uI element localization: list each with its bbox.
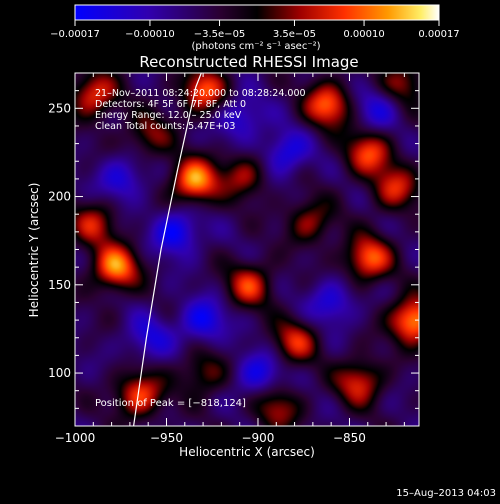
peak-position-label: Position of Peak = [−818,124] (95, 398, 246, 409)
colorbar: −0.00017 −0.00010 −3.5e−05 3.5e−05 0.00010 0.… (50, 4, 460, 52)
y-tick-label: 250 (48, 101, 71, 115)
y-tick-label: 150 (48, 278, 71, 292)
colorbar-gradient (74, 4, 440, 21)
solar-limb-curve (133, 72, 202, 427)
x-tick-label: −850 (333, 431, 366, 445)
info-annotation-line: 21–Nov–2011 08:24:20.000 to 08:28:24.000 (95, 88, 306, 99)
colorbar-tick-label: 0.00010 (343, 29, 384, 40)
heatmap-canvas (75, 73, 419, 426)
colorbar-tick-label: 3.5e−05 (273, 29, 316, 40)
info-annotation-line: Detectors: 4F 5F 6F 7F 8F, Att 0 (95, 99, 246, 110)
info-annotation-line: Energy Range: 12.0 – 25.0 keV (95, 110, 242, 121)
x-tick-label: −900 (241, 431, 274, 445)
chart-title: Reconstructed RHESSI Image (139, 53, 358, 71)
info-annotations: 21–Nov–2011 08:24:20.000 to 08:28:24.000… (95, 88, 306, 132)
x-axis-label: Heliocentric X (arcsec) (179, 445, 315, 459)
info-annotation-line: Clean Total counts: 5.47E+03 (95, 121, 235, 132)
x-tick-label: −1000 (55, 431, 96, 445)
heatmap-image (75, 73, 419, 426)
y-axis-ticks: 100 150 200 250 (48, 90, 419, 409)
colorbar-tick-label: 0.00017 (418, 29, 459, 40)
plot-area: −1000 −950 −900 −850 100 150 200 250 (48, 72, 420, 445)
x-axis-ticks: −1000 −950 −900 −850 (55, 73, 405, 445)
y-tick-label: 100 (48, 366, 71, 380)
footer-timestamp: 15–Aug–2013 04:03 (396, 488, 496, 499)
y-tick-label: 200 (48, 190, 71, 204)
colorbar-tick-label: −0.00010 (125, 29, 175, 40)
colorbar-ticks: −0.00017 −0.00010 −3.5e−05 3.5e−05 0.00010 0.… (50, 20, 460, 40)
colorbar-tick-label: −3.5e−05 (194, 29, 246, 40)
colorbar-units-label: (photons cm⁻² s⁻¹ asec⁻²) (191, 41, 320, 52)
x-tick-label: −950 (150, 431, 183, 445)
colorbar-tick-label: −0.00017 (50, 29, 100, 40)
y-axis-label: Heliocentric Y (arcsec) (27, 183, 41, 318)
